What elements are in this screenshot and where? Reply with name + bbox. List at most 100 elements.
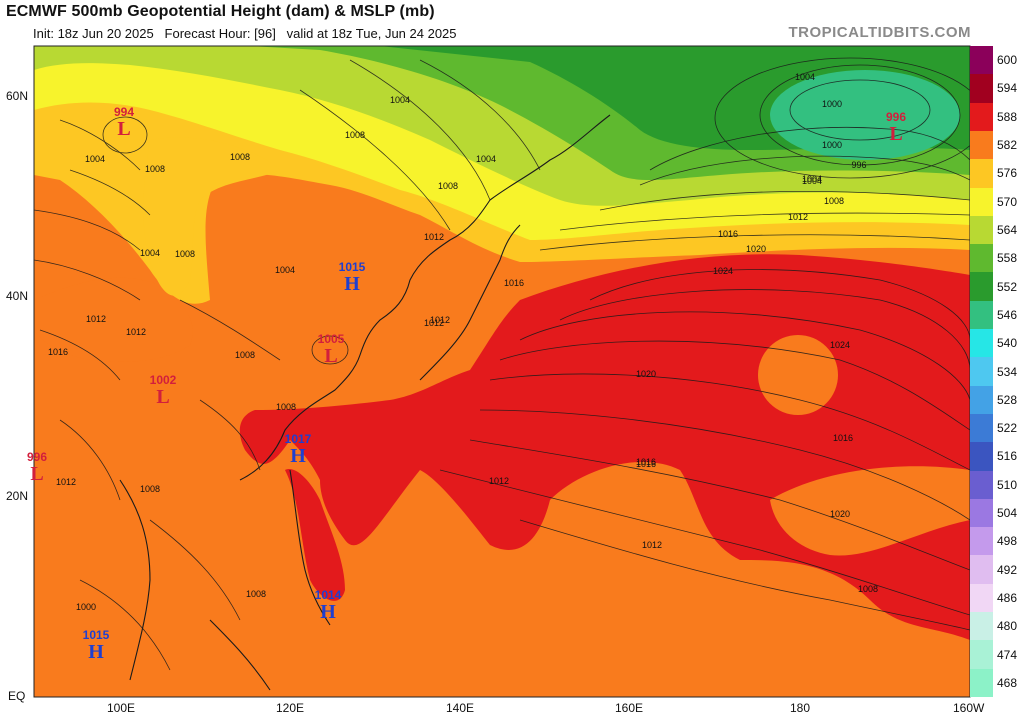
high-pressure-marker: H (290, 445, 306, 467)
colorbar-label: 474 (997, 647, 1018, 662)
colorbar-swatch (970, 498, 993, 528)
colorbar-label: 546 (997, 307, 1018, 322)
colorbar-label: 582 (997, 138, 1018, 153)
isobar-label: 1016 (718, 229, 738, 239)
low-pressure-marker: L (324, 345, 337, 367)
contour-546 (770, 70, 960, 160)
pressure-centers: 994L996L1015H1005L1002L996L1017H1014H101… (27, 105, 906, 663)
isobar-label: 1016 (636, 457, 656, 467)
isobar-label: 1008 (140, 484, 160, 494)
colorbar-swatch (970, 130, 993, 160)
lon-label-120e: 120E (276, 701, 305, 715)
lat-label-40n: 40N (6, 289, 29, 303)
lat-label-60n: 60N (6, 89, 29, 103)
colorbar-swatch (970, 329, 993, 358)
colorbar-swatch (970, 74, 993, 104)
isobar-label: 1016 (833, 433, 853, 443)
colorbar-label: 480 (997, 619, 1018, 634)
isobar-label: 1012 (56, 477, 76, 487)
isobar-label: 1012 (642, 540, 662, 550)
contour-588-south (285, 469, 345, 601)
colorbar-swatch (970, 385, 993, 415)
isobar-label: 1000 (76, 602, 96, 612)
isobar-label: 1020 (636, 369, 656, 379)
isobar-label: 1008 (276, 402, 296, 412)
isobar-label: 1012 (430, 315, 450, 325)
colorbar-label: 558 (997, 251, 1018, 266)
colorbar-swatch (970, 470, 993, 500)
isobar-label: 1004 (802, 174, 822, 184)
colorbar-label: 540 (997, 336, 1018, 351)
colorbar-swatch (970, 413, 993, 443)
isobar-label: 1004 (390, 95, 410, 105)
colorbar-swatch (970, 612, 993, 641)
colorbar-swatch (970, 244, 993, 273)
pressure-center-value: 1017 (285, 432, 312, 446)
lon-label-160w: 160W (953, 701, 985, 715)
isobar-label: 1008 (145, 164, 165, 174)
low-pressure-marker: L (889, 123, 902, 145)
high-pressure-marker: H (344, 273, 360, 295)
pressure-center-value: 996 (886, 110, 906, 124)
isobar-label: 1008 (345, 130, 365, 140)
isobar-label: 1012 (489, 476, 509, 486)
colorbar-label: 486 (997, 590, 1018, 605)
contour-582-pocket (770, 466, 970, 556)
lat-label-eq: EQ (8, 689, 26, 703)
colorbar-swatch (970, 300, 993, 330)
colorbar-label: 522 (997, 421, 1018, 436)
colorbar-swatch (970, 215, 993, 245)
pressure-center-value: 994 (114, 105, 134, 119)
colorbar-label: 552 (997, 279, 1018, 294)
lon-label-140e: 140E (446, 701, 475, 715)
site-brand: TROPICALTIDBITS.COM (788, 24, 971, 41)
high-pressure-marker: H (320, 601, 336, 623)
colorbar-label: 534 (997, 364, 1018, 379)
colorbar-label: 588 (997, 109, 1018, 124)
pressure-center-value: 1005 (318, 332, 345, 346)
isobar-label: 1004 (85, 154, 105, 164)
isobar-label: 1020 (746, 244, 766, 254)
isobar-label: 1008 (175, 249, 195, 259)
init-time: Init: 18z Jun 20 2025 (33, 26, 154, 41)
colorbar-label: 498 (997, 534, 1018, 549)
pressure-center-value: 1014 (315, 588, 342, 602)
isobar-label: 1004 (802, 176, 822, 186)
isobar-label: 1008 (824, 196, 844, 206)
colorbar-label: 570 (997, 194, 1018, 209)
colorbar-label: 492 (997, 562, 1018, 577)
pressure-center-value: 1015 (83, 628, 110, 642)
colorbar-label: 468 (997, 675, 1018, 690)
isobar-label: 1004 (476, 154, 496, 164)
coastlines (119, 114, 611, 691)
isobar-label: 1012 (126, 327, 146, 337)
colorbar-swatch (970, 187, 993, 217)
isobar-label: 1016 (504, 278, 524, 288)
colorbar-label: 516 (997, 449, 1018, 464)
colorbar-swatch (970, 442, 993, 472)
colorbar-swatch (970, 555, 993, 585)
pressure-center-value: 996 (27, 450, 47, 464)
isobar-label: 1012 (424, 318, 444, 328)
isobar-lines (34, 57, 970, 671)
valid-time: valid at 18z Tue, Jun 24 2025 (286, 26, 457, 41)
forecast-hour: Forecast Hour: [96] (164, 26, 276, 41)
isobar-label: 1024 (830, 340, 850, 350)
map-title: ECMWF 500mb Geopotential Height (dam) & … (6, 3, 435, 20)
isobar-label: 1012 (86, 314, 106, 324)
isobar-label: 1000 (822, 99, 842, 109)
lon-label-160e: 160E (615, 701, 644, 715)
contour-576-asia (143, 137, 280, 296)
isobar-label: 1008 (230, 152, 250, 162)
height-field (34, 46, 970, 697)
isobar-labels: 1004 1008 1004 1000 1004 1008 1004 1012 1008 1012… (48, 72, 878, 612)
isobar-label: 1004 (795, 72, 815, 82)
isobar-label: 1008 (858, 584, 878, 594)
colorbar-label: 576 (997, 166, 1018, 181)
isobar-label: 1008 (246, 589, 266, 599)
high-pressure-marker: H (88, 641, 104, 663)
isobar-label: 1000 (822, 140, 842, 150)
isobar-label: 1004 (275, 265, 295, 275)
isobar-label: 1008 (438, 181, 458, 191)
lon-label-180: 180 (790, 701, 811, 715)
